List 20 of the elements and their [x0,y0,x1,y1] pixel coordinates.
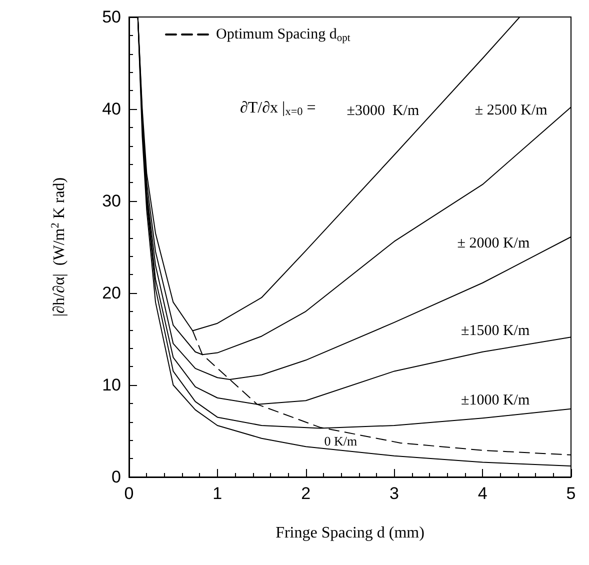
y-tick-label: 30 [102,192,121,210]
series-label: ± 2000 K/m [457,235,530,252]
x-tick-label: 5 [566,484,576,503]
y-tick-label: 50 [102,8,121,26]
x-tick-label: 1 [212,484,222,503]
x-tick-label: 2 [301,484,311,503]
y-tick-label: 20 [102,284,121,302]
x-tick-label: 0 [124,484,134,503]
y-axis-title: |∂h/∂α| (W/m2 K rad) [50,177,68,317]
y-tick-label: 10 [102,376,121,394]
series-label: 0 K/m [324,433,358,448]
series-label: ±3000 K/m [346,103,420,120]
y-tick-label: 0 [112,468,121,486]
x-axis-title: Fringe Spacing d (mm) [276,524,424,542]
series-label: ± 2500 K/m [474,102,548,119]
x-tick-label: 3 [389,484,399,503]
x-tick-label: 4 [478,484,488,503]
y-tick-label: 40 [102,100,121,118]
series-label: ±1000 K/m [460,392,530,409]
series-label: ±1500 K/m [460,323,530,340]
